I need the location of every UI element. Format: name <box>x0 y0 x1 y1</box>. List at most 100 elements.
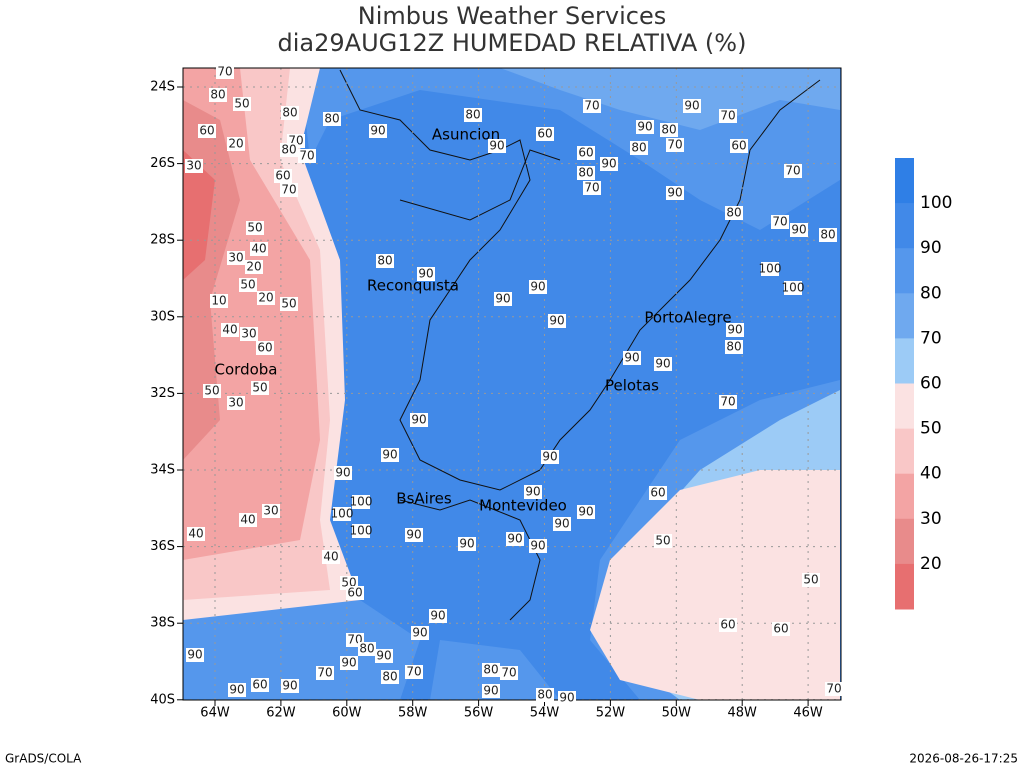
contour-label: 20 <box>246 260 261 274</box>
contour-label: 40 <box>323 550 338 564</box>
contour-label-bg <box>494 292 512 306</box>
contour-label: 70 <box>720 109 735 123</box>
footer-left: GrADS/COLA <box>5 752 82 766</box>
contour-label-bg <box>358 642 376 656</box>
lat-tick-label: 32S <box>150 386 175 401</box>
city-label: PortoAlegre <box>644 309 731 327</box>
contour-label-bg <box>251 381 269 395</box>
contour-label: 70 <box>826 682 841 696</box>
contour-label: 100 <box>782 281 805 295</box>
colorbar-label: 60 <box>920 374 942 394</box>
lat-tick-label: 36S <box>150 539 175 554</box>
contour-label: 90 <box>341 656 356 670</box>
contour-label-bg <box>198 124 216 138</box>
colorbar-label: 80 <box>920 283 942 303</box>
contour-label-bg <box>333 507 351 521</box>
contour-label: 70 <box>584 99 599 113</box>
contour-label: 90 <box>335 466 350 480</box>
map-frame <box>182 67 842 701</box>
contour-label-bg <box>210 294 228 308</box>
contour-label: 80 <box>382 670 397 684</box>
contour-label-bg <box>524 485 542 499</box>
contour-label-bg <box>660 123 678 137</box>
contour-label-bg <box>405 528 423 542</box>
contour-label-bg <box>482 663 500 677</box>
contour-label: 90 <box>483 684 498 698</box>
contour-label: 60 <box>578 146 593 160</box>
contour-label: 90 <box>411 413 426 427</box>
contour-label-bg <box>500 666 518 680</box>
contour-label-bg <box>577 505 595 519</box>
colorbar-swatch <box>895 203 914 249</box>
contour-label: 60 <box>720 618 735 632</box>
contour-label: 30 <box>228 251 243 265</box>
contour-label: 80 <box>578 166 593 180</box>
footer-right: 2026-08-26-17:25 <box>909 752 1018 766</box>
grid <box>177 68 841 706</box>
lon-tick-label: 46W <box>793 706 823 721</box>
contour-label-bg <box>239 278 257 292</box>
contour-label-bg <box>227 137 245 151</box>
contour-label-bg <box>405 665 423 679</box>
colorbar-label: 90 <box>920 238 942 258</box>
contour-label-bg <box>654 534 672 548</box>
contour-label-bg <box>719 109 737 123</box>
contour-label: 90 <box>559 691 574 705</box>
contour-label: 90 <box>406 528 421 542</box>
lat-tick-label: 30S <box>150 309 175 324</box>
contour-label: 90 <box>727 323 742 337</box>
contour-label-bg <box>719 395 737 409</box>
contour-label: 90 <box>376 649 391 663</box>
contour-label: 90 <box>430 609 445 623</box>
contour-label-bg <box>583 99 601 113</box>
contour-label: 50 <box>240 278 255 292</box>
colorbar-swatch <box>895 383 914 430</box>
contour-label: 30 <box>228 396 243 410</box>
contour-label-bg <box>280 297 298 311</box>
contour-label-bg <box>352 495 370 509</box>
contour-label-bg <box>250 242 268 256</box>
contour-label: 80 <box>726 206 741 220</box>
contour-label-bg <box>488 139 506 153</box>
contour-label-bg <box>227 396 245 410</box>
contour-label: 80 <box>377 254 392 268</box>
colorbar-label: 30 <box>920 509 942 529</box>
city-label: Reconquista <box>367 277 459 295</box>
contour-label-bg <box>280 143 298 157</box>
colorbar-swatch <box>895 293 914 339</box>
contour-label: 90 <box>791 223 806 237</box>
contour-label: 80 <box>537 688 552 702</box>
contour-label: 70 <box>406 665 421 679</box>
lon-tick-label: 54W <box>530 706 560 721</box>
contour-label-bg <box>666 138 684 152</box>
contour-label: 80 <box>820 228 835 242</box>
colorbar-swatch <box>895 338 914 384</box>
contour-label-bg <box>683 99 701 113</box>
contour-label: 60 <box>650 486 665 500</box>
contour-label-bg <box>790 223 808 237</box>
contour-label: 70 <box>720 395 735 409</box>
contour-label-bg <box>802 573 820 587</box>
contour-label: 80 <box>631 141 646 155</box>
contour-label-bg <box>577 166 595 180</box>
contour-label: 40 <box>251 242 266 256</box>
contour-label: 90 <box>684 99 699 113</box>
contour-label-bg <box>725 206 743 220</box>
contour-label-bg <box>548 314 566 328</box>
contour-label: 90 <box>525 485 540 499</box>
lon-tick-label: 48W <box>727 706 757 721</box>
contour-label: 90 <box>382 448 397 462</box>
contour-label-bg <box>227 251 245 265</box>
contour-label-bg <box>761 262 779 276</box>
contour-label-bg <box>316 666 334 680</box>
contour-label: 70 <box>772 215 787 229</box>
contour-label-bg <box>239 513 257 527</box>
contour-label-bg <box>600 157 618 171</box>
contour-label: 80 <box>324 112 339 126</box>
lon-tick-label: 62W <box>266 706 296 721</box>
contour-label: 60 <box>347 586 362 600</box>
colorbar-swatch <box>895 248 914 294</box>
contour-label: 70 <box>667 138 682 152</box>
contour-label-bg <box>529 280 547 294</box>
